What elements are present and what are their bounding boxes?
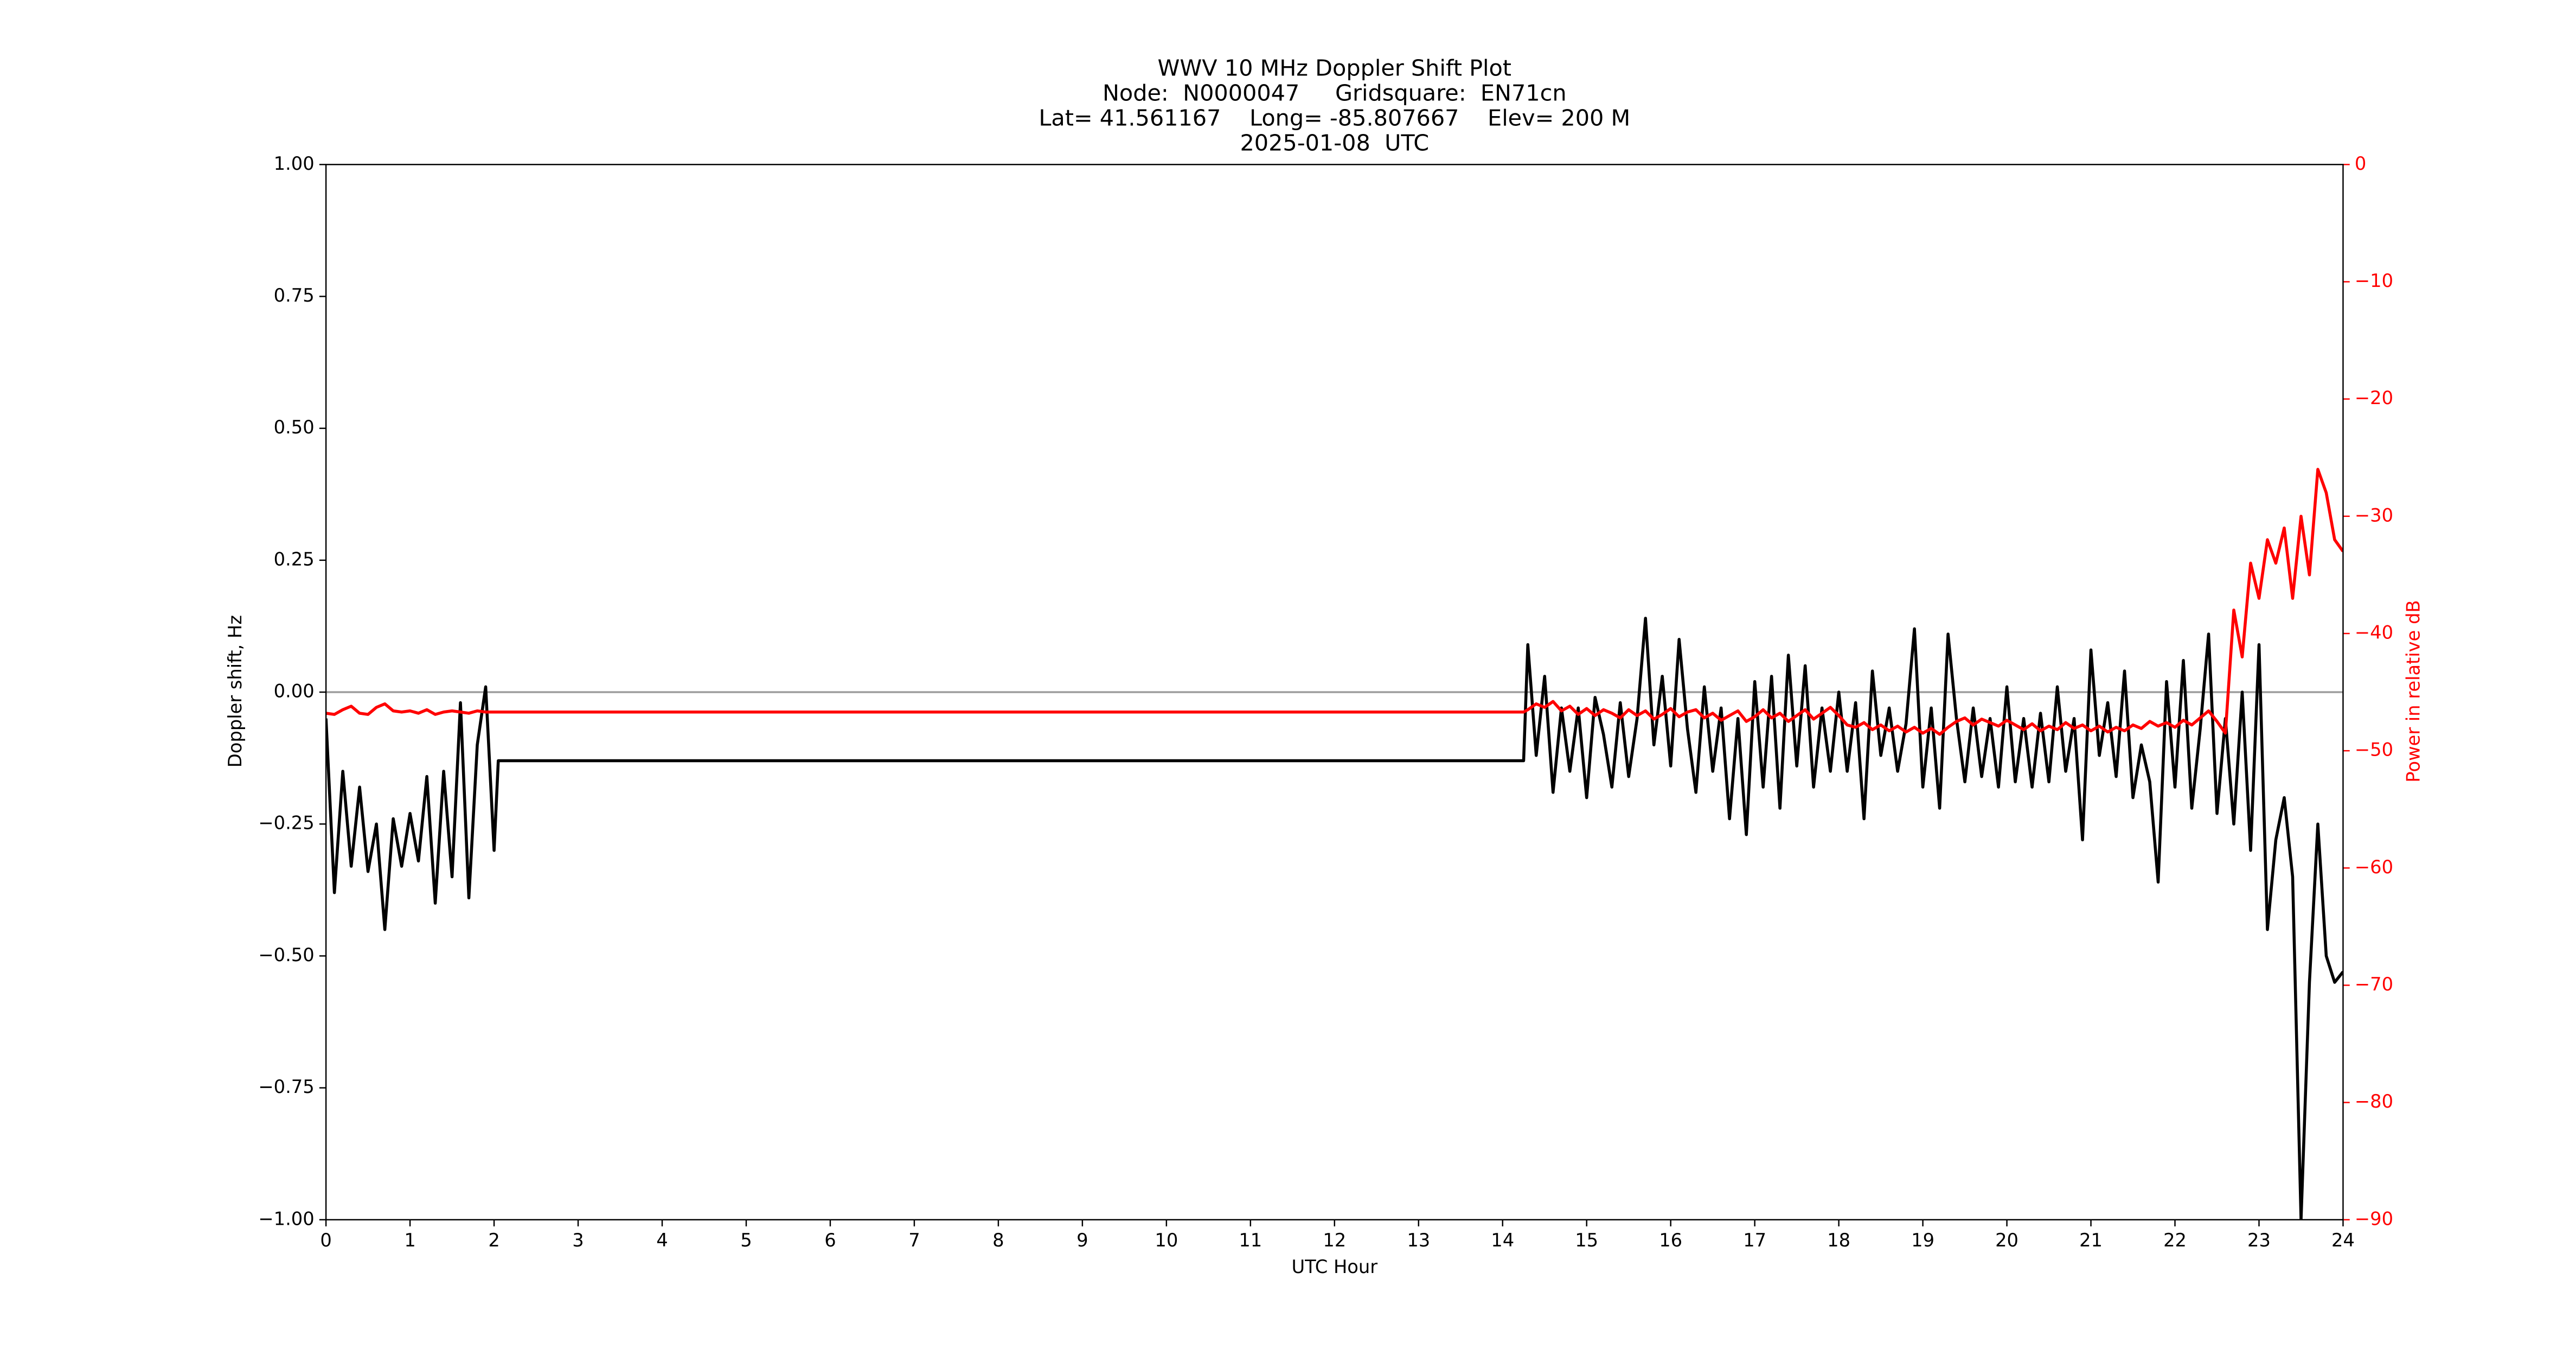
y-tick-label: −0.25 <box>258 813 314 834</box>
x-tick-label: 17 <box>1743 1230 1766 1251</box>
x-tick-label: 5 <box>740 1230 752 1251</box>
y2-tick-label: −70 <box>2355 974 2393 995</box>
y2-tick-label: 0 <box>2355 153 2366 174</box>
x-tick-label: 9 <box>1076 1230 1088 1251</box>
chart-title: 2025-01-08 UTC <box>1240 130 1429 156</box>
x-tick-label: 4 <box>656 1230 668 1251</box>
x-tick-label: 16 <box>1659 1230 1682 1251</box>
x-tick-label: 20 <box>1995 1230 2018 1251</box>
chart-title: WWV 10 MHz Doppler Shift Plot <box>1158 55 1512 81</box>
x-tick-label: 15 <box>1575 1230 1598 1251</box>
y-tick-label: 1.00 <box>274 153 315 174</box>
y2-tick-label: −30 <box>2355 504 2393 526</box>
x-tick-label: 12 <box>1323 1230 1346 1251</box>
x-tick-label: 24 <box>2331 1230 2355 1251</box>
x-tick-label: 3 <box>572 1230 584 1251</box>
y2-tick-label: −20 <box>2355 387 2393 408</box>
x-tick-label: 2 <box>488 1230 499 1251</box>
y-tick-label: −0.75 <box>258 1076 314 1097</box>
y-tick-label: 0.00 <box>274 681 315 702</box>
y2-tick-label: −50 <box>2355 739 2393 760</box>
x-tick-label: 0 <box>320 1230 331 1251</box>
x-tick-label: 7 <box>908 1230 920 1251</box>
x-tick-label: 22 <box>2163 1230 2187 1251</box>
y2-tick-label: −90 <box>2355 1208 2393 1229</box>
y-tick-label: −0.50 <box>258 944 314 965</box>
x-tick-label: 8 <box>992 1230 1004 1251</box>
x-tick-label: 1 <box>404 1230 415 1251</box>
y2-tick-label: −10 <box>2355 270 2393 291</box>
y2-tick-label: −60 <box>2355 856 2393 878</box>
series-line <box>326 617 2343 1220</box>
y-tick-label: 0.75 <box>274 285 315 306</box>
y-tick-label: −1.00 <box>258 1208 314 1229</box>
y2-axis-label: Power in relative dB <box>2403 600 2424 782</box>
x-tick-label: 13 <box>1407 1230 1430 1251</box>
chart-title: Node: N0000047 Gridsquare: EN71cn <box>1103 80 1567 106</box>
x-tick-label: 6 <box>824 1230 836 1251</box>
x-tick-label: 21 <box>2079 1230 2103 1251</box>
y-tick-label: 0.50 <box>274 417 315 438</box>
series-line <box>326 468 2343 736</box>
x-tick-label: 19 <box>1911 1230 1934 1251</box>
x-tick-label: 10 <box>1155 1230 1178 1251</box>
y2-tick-label: −40 <box>2355 622 2393 643</box>
x-tick-label: 18 <box>1827 1230 1850 1251</box>
chart-title: Lat= 41.561167 Long= -85.807667 Elev= 20… <box>1039 105 1630 131</box>
x-tick-label: 23 <box>2247 1230 2271 1251</box>
x-axis-label: UTC Hour <box>1291 1256 1377 1277</box>
y2-tick-label: −80 <box>2355 1091 2393 1112</box>
x-tick-label: 11 <box>1239 1230 1262 1251</box>
plot-frame <box>325 164 2344 1220</box>
y-axis-label: Doppler shift, Hz <box>225 615 246 767</box>
x-tick-label: 14 <box>1491 1230 1514 1251</box>
y-tick-label: 0.25 <box>274 548 315 570</box>
